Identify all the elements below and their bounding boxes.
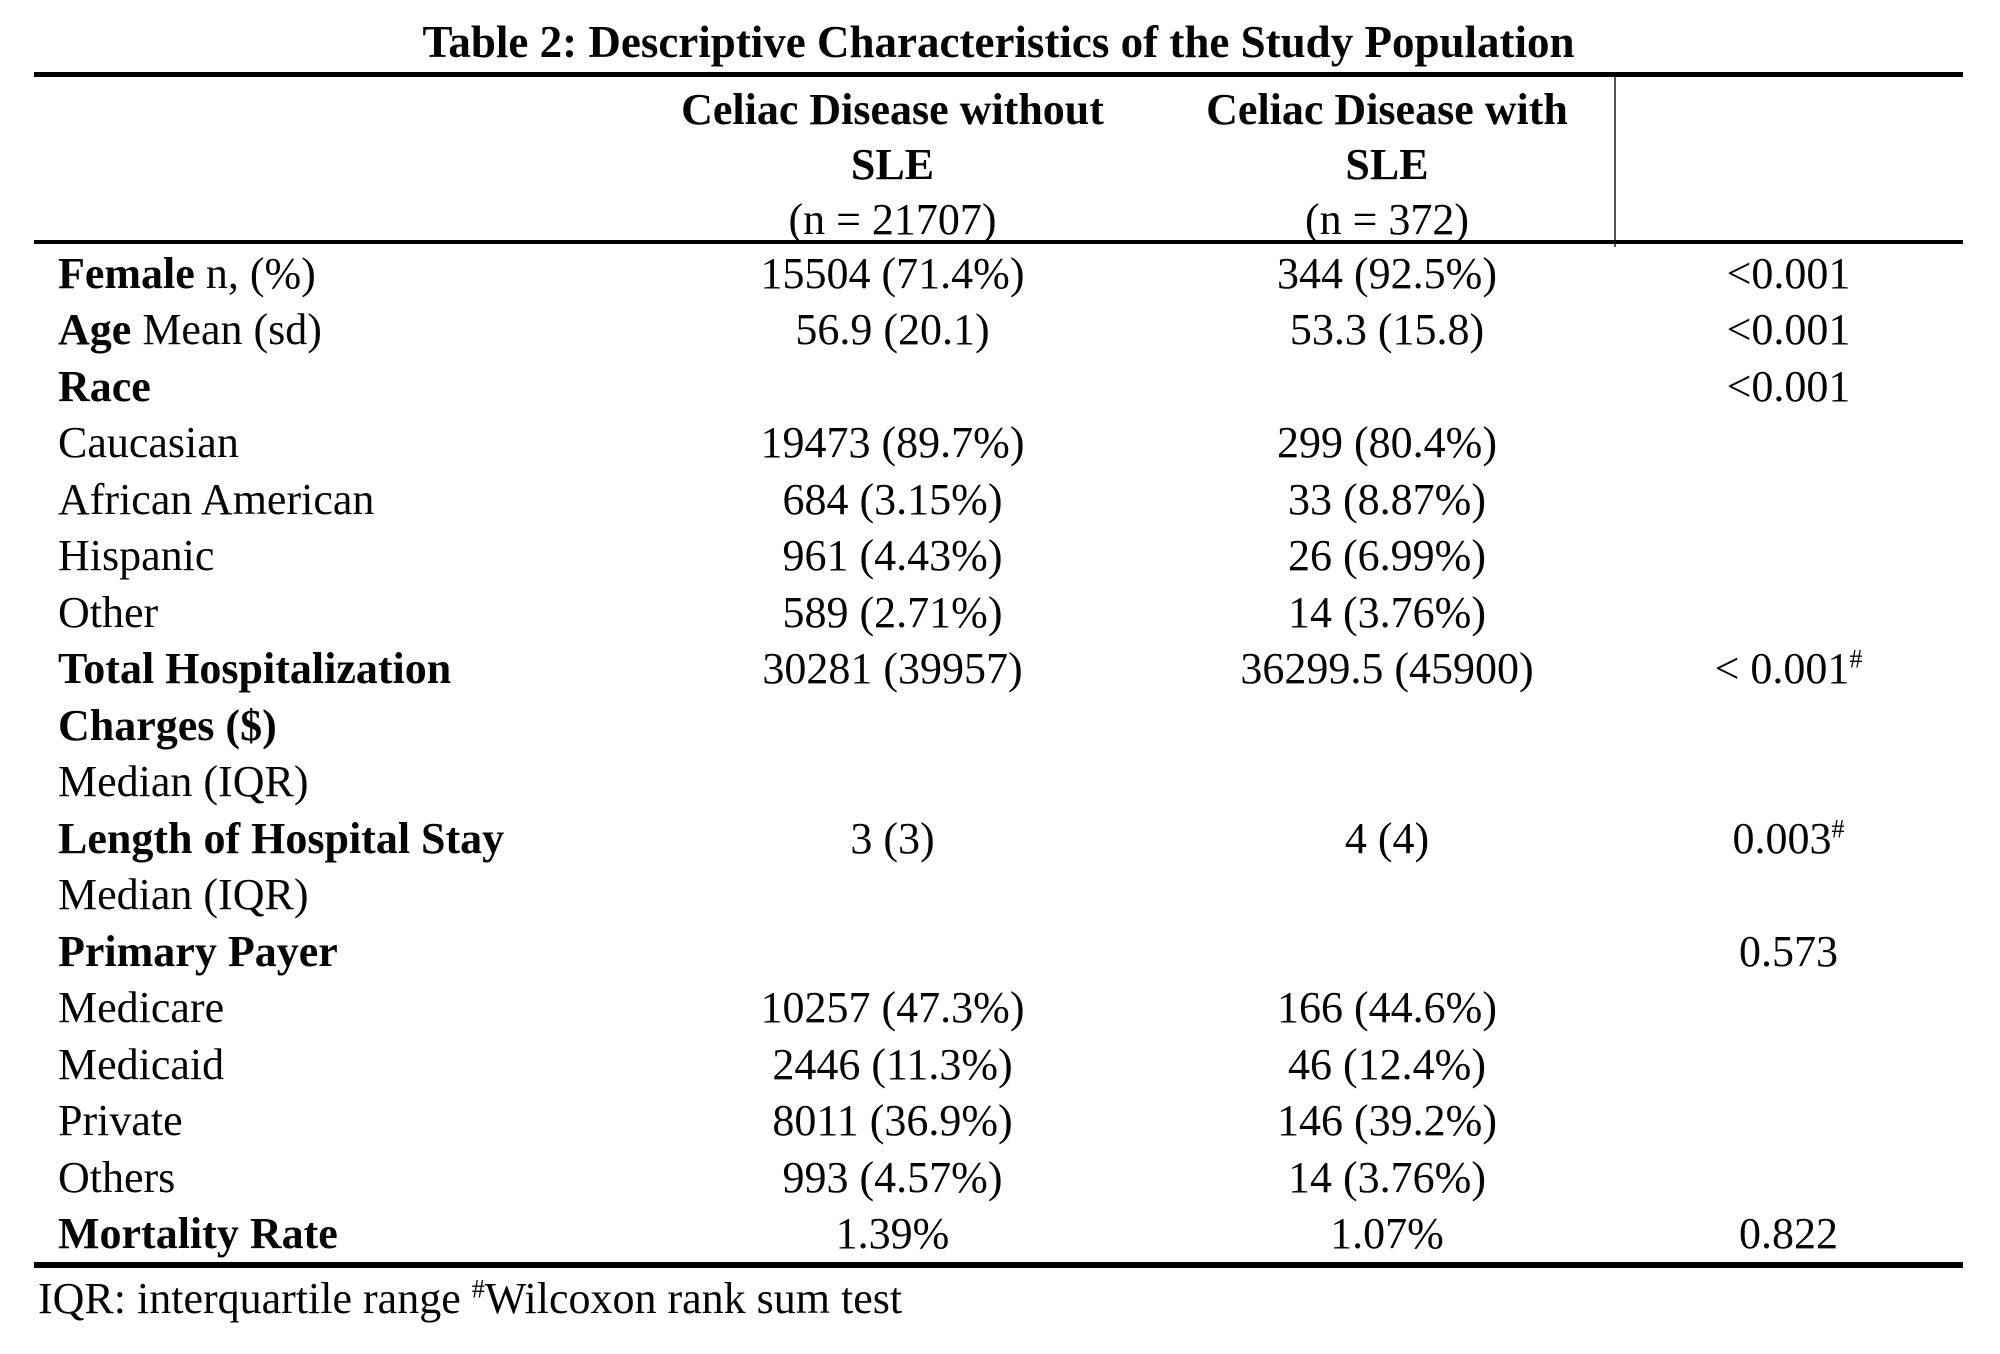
row-label: Median (IQR) [58, 757, 309, 807]
cell-with-sle: 299 (80.4%) [1277, 418, 1497, 468]
table-footnote: IQR: interquartile range #Wilcoxon rank … [38, 1273, 902, 1324]
row-label: Other [58, 587, 159, 637]
table-row-private: Private 8011 (36.9%) 146 (39.2%) [34, 1093, 1963, 1150]
cell-with-sle: 14 (3.76%) [1288, 587, 1486, 637]
cell-p-value: < 0.001# [1714, 644, 1863, 694]
cell-without-sle: 30281 (39957) [762, 644, 1023, 694]
row-label: Hispanic [58, 531, 215, 581]
cell-with-sle: 33 (8.87%) [1288, 474, 1486, 524]
table-row-other-payer: Others 993 (4.57%) 14 (3.76%) [34, 1149, 1963, 1206]
cell-with-sle: 26 (6.99%) [1288, 531, 1486, 581]
row-label: African American [58, 474, 375, 524]
row-label: Length of Hospital Stay [58, 813, 505, 863]
header-line: (n = 372) [1304, 195, 1470, 244]
cell-p-value: <0.001 [1726, 361, 1851, 411]
row-label: Medicaid [58, 1039, 225, 1089]
cell-with-sle: 4 (4) [1344, 813, 1430, 863]
cell-without-sle: 1.39% [835, 1209, 950, 1259]
cell-with-sle: 14 (3.76%) [1288, 1152, 1486, 1202]
cell-without-sle: 2446 (11.3%) [772, 1039, 1013, 1089]
table-row-race: Race <0.001 [34, 358, 1963, 415]
header-p-value-spacer [1614, 77, 1963, 247]
cell-without-sle: 684 (3.15%) [782, 474, 1003, 524]
footnote-sup-hash: # [471, 1274, 485, 1304]
header-characteristics-spacer [34, 77, 625, 247]
cell-p-value: <0.001 [1726, 248, 1851, 298]
table-header: Celiac Disease without SLE (n = 21707) C… [34, 77, 1963, 247]
cell-p-value: <0.001 [1726, 305, 1851, 355]
row-label: Medicare [58, 983, 225, 1033]
header-line: SLE [850, 140, 935, 189]
table-row-charges-median-iqr: Median (IQR) [34, 754, 1963, 811]
table-title: Table 2: Descriptive Characteristics of … [422, 17, 1575, 67]
cell-with-sle: 166 (44.6%) [1277, 983, 1497, 1033]
row-label: Mortality Rate [58, 1209, 338, 1259]
table-row-medicare: Medicare 10257 (47.3%) 166 (44.6%) [34, 980, 1963, 1037]
row-label: Private [58, 1096, 183, 1146]
table-row-female: Female n, (%) 15504 (71.4%) 344 (92.5%) … [34, 245, 1963, 302]
cell-with-sle: 344 (92.5%) [1277, 248, 1497, 298]
header-line: Celiac Disease without [681, 85, 1104, 134]
table-row-length-of-stay: Length of Hospital Stay 3 (3) 4 (4) 0.00… [34, 810, 1963, 867]
cell-with-sle: 36299.5 (45900) [1240, 644, 1534, 694]
cell-without-sle: 56.9 (20.1) [795, 305, 990, 355]
table-row-mortality-rate: Mortality Rate 1.39% 1.07% 0.822 [34, 1206, 1963, 1263]
cell-without-sle: 961 (4.43%) [782, 531, 1003, 581]
cell-without-sle: 10257 (47.3%) [760, 983, 1025, 1033]
row-label: Race [58, 361, 151, 411]
cell-without-sle: 8011 (36.9%) [772, 1096, 1013, 1146]
cell-p-value: 0.573 [1739, 926, 1838, 976]
cell-without-sle: 3 (3) [850, 813, 935, 863]
row-label: Caucasian [58, 418, 239, 468]
cell-with-sle: 53.3 (15.8) [1289, 305, 1485, 355]
header-celiac-without-sle: Celiac Disease without SLE (n = 21707) [625, 77, 1160, 247]
table-row-stay-median-iqr: Median (IQR) [34, 867, 1963, 924]
table-row-primary-payer: Primary Payer 0.573 [34, 923, 1963, 980]
cell-p-value: 0.003# [1732, 813, 1845, 863]
table-row-medicaid: Medicaid 2446 (11.3%) 46 (12.4%) [34, 1036, 1963, 1093]
cell-with-sle: 46 (12.4%) [1288, 1039, 1486, 1089]
row-label: Age Mean (sd) [58, 305, 322, 355]
table-row-african-american: African American 684 (3.15%) 33 (8.87%) [34, 471, 1963, 528]
table-row-caucasian: Caucasian 19473 (89.7%) 299 (80.4%) [34, 415, 1963, 472]
footnote-wilcoxon: Wilcoxon rank sum test [484, 1274, 903, 1323]
rule-header-bottom [34, 240, 1963, 244]
table-row-hispanic: Hispanic 961 (4.43%) 26 (6.99%) [34, 528, 1963, 585]
table-row-other-race: Other 589 (2.71%) 14 (3.76%) [34, 584, 1963, 641]
table-body: Female n, (%) 15504 (71.4%) 344 (92.5%) … [34, 245, 1963, 1262]
header-line: Celiac Disease with [1206, 85, 1568, 134]
row-label: Others [58, 1152, 176, 1202]
cell-p-value: 0.822 [1739, 1209, 1838, 1259]
footnote-iqr: IQR: interquartile range [38, 1274, 472, 1323]
row-label: Primary Payer [58, 926, 338, 976]
row-label: Female n, (%) [58, 248, 316, 298]
row-label: Median (IQR) [58, 870, 309, 920]
row-label: Total Hospitalization [58, 644, 452, 694]
row-label: Charges ($) [58, 700, 277, 750]
header-line: (n = 21707) [788, 195, 997, 244]
rule-bottom [34, 1262, 1963, 1268]
cell-with-sle: 146 (39.2%) [1277, 1096, 1497, 1146]
header-line: SLE [1345, 140, 1429, 189]
rule-top [34, 72, 1963, 77]
table-row-age: Age Mean (sd) 56.9 (20.1) 53.3 (15.8) <0… [34, 302, 1963, 359]
table-row-charges: Charges ($) [34, 697, 1963, 754]
cell-without-sle: 589 (2.71%) [782, 587, 1003, 637]
cell-without-sle: 993 (4.57%) [782, 1152, 1003, 1202]
cell-with-sle: 1.07% [1330, 1209, 1444, 1259]
header-celiac-with-sle: Celiac Disease with SLE (n = 372) [1160, 77, 1614, 247]
table-row-total-hospitalization: Total Hospitalization 30281 (39957) 3629… [34, 641, 1963, 698]
cell-without-sle: 15504 (71.4%) [760, 248, 1025, 298]
cell-without-sle: 19473 (89.7%) [760, 418, 1025, 468]
